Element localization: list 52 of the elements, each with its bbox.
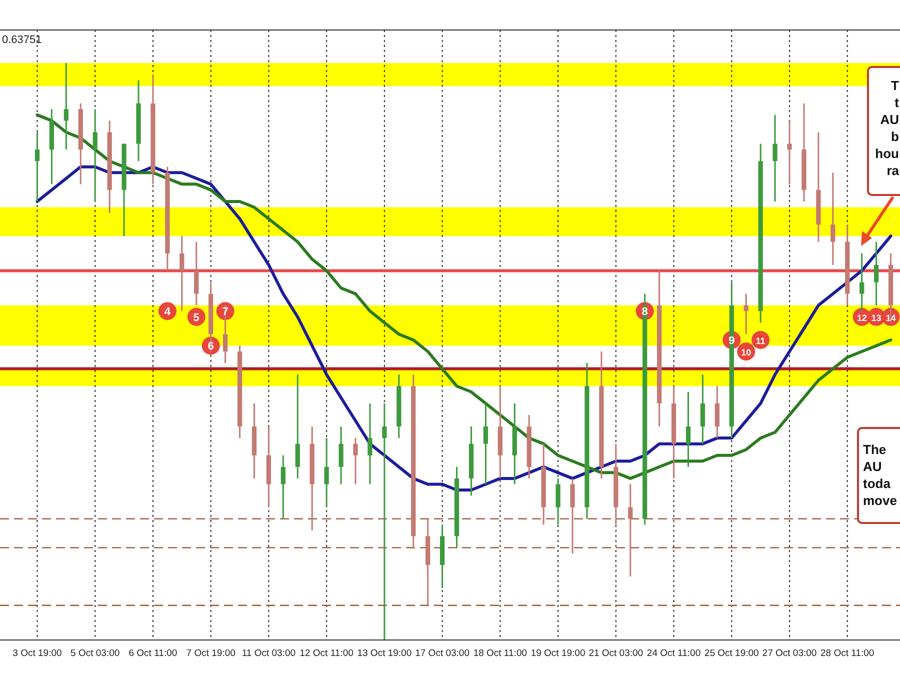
candlestick: [686, 391, 691, 468]
candlestick: [324, 437, 329, 508]
annotation: The AU toda move: [863, 442, 897, 508]
annotation: T t AU b hou ra: [875, 78, 900, 178]
x-tick-label: 6 Oct 11:00: [128, 648, 178, 659]
x-tick-label: 24 Oct 11:00: [646, 648, 701, 659]
candlestick: [556, 478, 560, 526]
candlestick: [628, 483, 633, 578]
x-tick-label: 19 Oct 19:00: [530, 648, 586, 659]
candlestick: [772, 114, 778, 202]
x-tick-label: 3 Oct 19:00: [12, 648, 62, 659]
x-tick-label: 5 Oct 03:00: [70, 648, 120, 659]
candlestick: [714, 385, 720, 439]
x-tick-label: 21 Oct 03:00: [588, 648, 644, 659]
annotation: 6: [208, 340, 214, 353]
candlestick: [194, 241, 199, 306]
candlestick: [64, 62, 68, 150]
candlestick: [222, 304, 228, 364]
candlestick: [92, 108, 98, 202]
candlestick: [570, 478, 575, 554]
candlestick: [280, 454, 286, 520]
x-tick-label: 7 Oct 19:00: [186, 648, 236, 659]
x-tick-label: 13 Oct 19:00: [357, 648, 412, 659]
annotation: 10: [741, 348, 752, 358]
candlestick: [860, 252, 864, 312]
x-tick-label: 11 Oct 03:00: [242, 648, 296, 659]
x-tick-label: 28 Oct 11:00: [820, 648, 874, 659]
annotation: 4: [164, 306, 172, 318]
candlestick: [483, 402, 488, 485]
annotation: 14: [886, 312, 896, 323]
text: 0.63751: [2, 34, 42, 46]
x-tick-label: 27 Oct 03:00: [762, 648, 817, 659]
candlestick: [874, 241, 879, 306]
annotation: 11: [756, 336, 766, 346]
annotation: 5: [193, 312, 200, 324]
x-tick-label: 12 Oct 11:00: [300, 648, 354, 659]
candlestick: [700, 374, 706, 445]
candlestick: [830, 172, 836, 266]
candlestick: [180, 235, 184, 312]
candlestick: [338, 426, 344, 485]
x-tick-label: 17 Oct 03:00: [415, 648, 470, 659]
annotation: 13: [871, 312, 882, 323]
candlestick: [787, 120, 792, 185]
x-tick-label: 18 Oct 11:00: [473, 648, 528, 659]
annotation: 7: [222, 306, 228, 318]
candlestick: [368, 402, 372, 485]
candlestick: [744, 293, 748, 335]
candlestick: [353, 437, 358, 485]
x-tick-label: 25 Oct 19:00: [704, 648, 759, 659]
candlestick: [295, 374, 300, 480]
candlestick: [34, 131, 40, 202]
annotation: 12: [856, 312, 867, 323]
